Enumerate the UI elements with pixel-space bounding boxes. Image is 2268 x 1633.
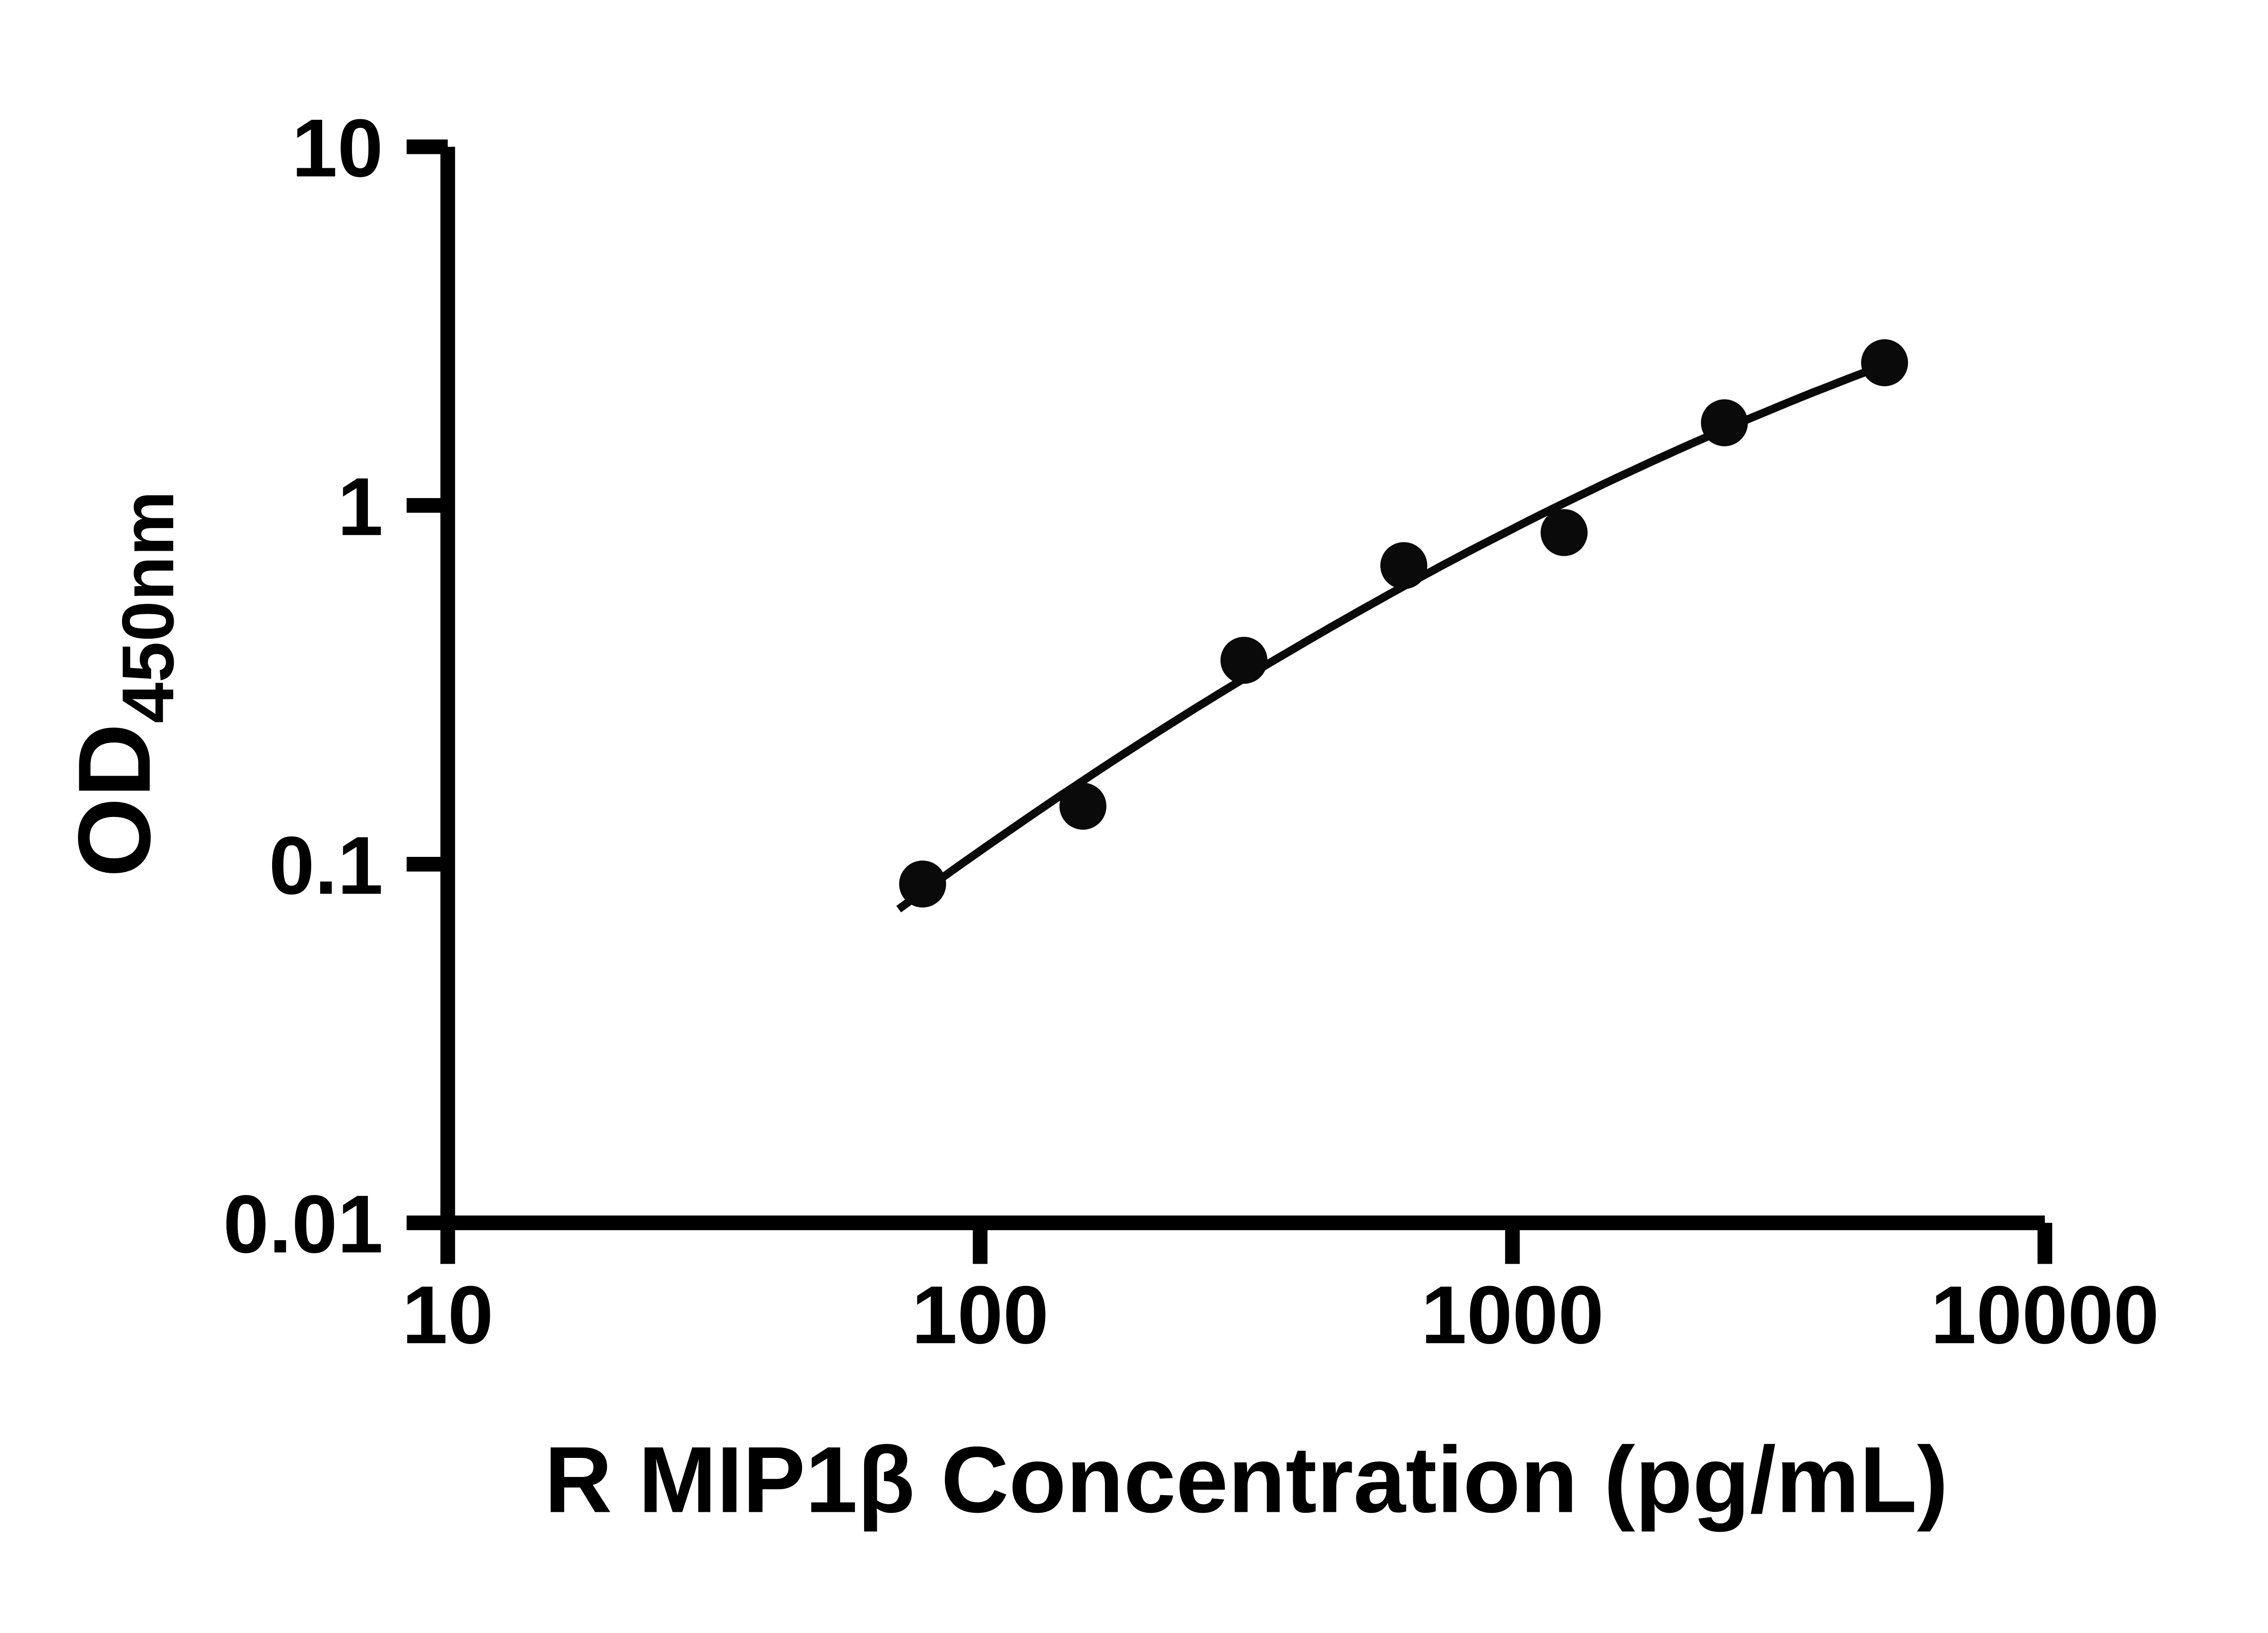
- data-point: [899, 861, 946, 908]
- x-tick-label: 10000: [1931, 1269, 2159, 1361]
- data-point: [1059, 782, 1107, 830]
- y-tick-label: 0.1: [269, 820, 383, 911]
- x-axis-title: R MIP1β Concentration (pg/mL): [544, 1427, 1948, 1532]
- fit-curve: [896, 360, 1889, 913]
- y-tick-label: 0.01: [223, 1178, 383, 1270]
- axes-frame: [440, 147, 2045, 1230]
- y-tick-label: 10: [292, 103, 383, 194]
- plot-layer: 0.01 0.1 1 10 10 100 1000 10000: [223, 103, 2159, 1361]
- x-tick-label: 1000: [1421, 1269, 1604, 1361]
- elisa-standard-curve-figure: 0.01 0.1 1 10 10 100 1000 10000 R MIP1β Concent…: [57, 102, 2160, 1532]
- y-axis-title-main: OD: [57, 724, 172, 878]
- data-point: [1701, 399, 1748, 446]
- chart-canvas: 0.01 0.1 1 10 10 100 1000 10000 R MIP1β Concent…: [57, 102, 2160, 1532]
- y-axis-title-sub: 450nm: [108, 491, 189, 724]
- data-point: [1861, 339, 1908, 386]
- data-point: [1380, 542, 1427, 589]
- data-point: [1220, 636, 1268, 684]
- y-axis-title: OD450nm: [57, 491, 189, 877]
- data-point: [1540, 509, 1588, 556]
- y-tick-label: 1: [337, 461, 383, 552]
- x-tick-label: 100: [912, 1269, 1049, 1361]
- x-tick-label: 10: [402, 1269, 494, 1361]
